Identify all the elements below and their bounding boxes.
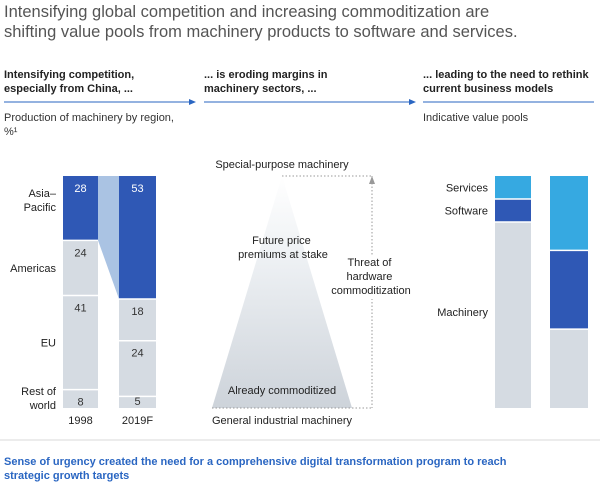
legend-label-rest-of-world: Rest of world	[21, 386, 57, 412]
data-label-asia-pacific-2019F: 53	[131, 183, 143, 195]
column-header-business-models-line-1: ... leading to the need to rethink	[423, 69, 590, 81]
bar-software-future	[550, 250, 588, 330]
legend-label-line: Pacific	[24, 202, 57, 214]
bar-services-current	[495, 176, 531, 199]
bar-software-current	[495, 198, 531, 222]
threat-label-line-3: commoditization	[331, 285, 410, 297]
bar-asia-pacific-2019F	[119, 176, 156, 299]
footer-text-line-2: strategic growth targets	[4, 470, 129, 482]
column-header-competition-line-2: especially from China, ...	[4, 83, 133, 95]
bar-americas-1998	[63, 240, 98, 296]
data-label-americas-1998: 24	[74, 247, 86, 259]
legend-label-software: Software	[445, 205, 488, 217]
footer-text-line-1: Sense of urgency created the need for a …	[4, 456, 507, 468]
column-header-competition-line-1: Intensifying competition,	[4, 69, 134, 81]
x-tick-label-2019F: 2019F	[122, 415, 153, 427]
bar-rest-of-world-2019F	[119, 396, 156, 408]
pyramid-bottom-label: General industrial machinery	[212, 415, 353, 427]
footer-text: Sense of urgency created the need for a …	[4, 456, 510, 482]
value-pools-chart: Machinery Software Services	[437, 176, 588, 408]
legend-label-line: EU	[41, 338, 56, 350]
bar-americas-2019F	[119, 298, 156, 341]
margin-pyramid: Special-purpose machinery Future price p…	[212, 159, 418, 427]
legend-label-asia-pacific: Asia– Pacific	[24, 188, 57, 214]
data-label-asia-pacific-1998: 28	[74, 183, 86, 195]
production-chart-subtitle-line-2: %¹	[4, 126, 18, 138]
data-label-americas-2019F: 18	[131, 306, 143, 318]
threat-label-line-2: hardware	[347, 271, 393, 283]
column-header-business-models-line-2: current business models	[423, 83, 553, 95]
legend-label-eu: EU	[41, 338, 56, 350]
data-label-eu-2019F: 24	[131, 348, 143, 360]
bar-services-future	[550, 176, 588, 251]
pyramid-top-label: Special-purpose machinery	[215, 159, 349, 171]
column-header-business-models: ... leading to the need to rethink curre…	[423, 69, 592, 95]
pyramid-already-commoditized: Already commoditized	[228, 385, 336, 397]
legend-label-americas: Americas	[10, 263, 56, 275]
data-label-rest-of-world-1998: 8	[77, 397, 83, 409]
bar-machinery-current	[495, 221, 531, 408]
legend-label-services: Services	[446, 182, 489, 194]
legend-label-line: Americas	[10, 263, 56, 275]
threat-label-bg	[338, 255, 418, 299]
column-header-margins: ... is eroding margins in machinery sect…	[204, 69, 331, 95]
arrowhead-2-icon	[409, 99, 416, 105]
bar-rest-of-world-1998	[63, 389, 98, 408]
production-chart-subtitle: Production of machinery by region, %¹	[4, 112, 177, 138]
pyramid-future-premiums: Future price premiums at stake	[238, 235, 328, 261]
data-label-eu-1998: 41	[74, 302, 86, 314]
column-header-competition: Intensifying competition, especially fro…	[4, 69, 137, 95]
production-chart-subtitle-line-1: Production of machinery by region,	[4, 112, 174, 124]
threat-label: Threat of hardware commoditization	[331, 257, 410, 297]
bar-asia-pacific-1998	[63, 176, 98, 241]
value-pools-subtitle: Indicative value pools	[423, 112, 529, 124]
bar-machinery-future	[550, 329, 588, 408]
arrowhead-1-icon	[189, 99, 196, 105]
legend-label-line: Asia–	[28, 188, 56, 200]
legend-label-line: Rest of	[21, 386, 57, 398]
page-title: Intensifying global competition and incr…	[4, 3, 518, 41]
production-chart: 8 41 24 28 1998 5 24 18 53 2019F Rest of world EU Ame…	[10, 176, 156, 427]
bar-eu-2019F	[119, 340, 156, 397]
column-header-margins-line-2: machinery sectors, ...	[204, 83, 317, 95]
legend-label-machinery: Machinery	[437, 307, 488, 319]
legend-label-line: world	[29, 400, 56, 412]
threat-arrowhead-icon	[369, 176, 375, 184]
pyramid-shape	[212, 176, 352, 408]
page-title-line-2: shifting value pools from machinery prod…	[4, 23, 518, 41]
bar-eu-1998	[63, 295, 98, 390]
data-label-rest-of-world-2019F: 5	[134, 396, 140, 408]
threat-label-line-1: Threat of	[347, 257, 392, 269]
x-tick-label-1998: 1998	[68, 415, 92, 427]
pyramid-future-premiums-line-2: premiums at stake	[238, 249, 328, 261]
column-header-margins-line-1: ... is eroding margins in	[204, 69, 328, 81]
pyramid-future-premiums-line-1: Future price	[252, 235, 311, 247]
asia-pacific-growth-connector	[98, 176, 119, 299]
page-title-line-1: Intensifying global competition and incr…	[4, 3, 489, 21]
